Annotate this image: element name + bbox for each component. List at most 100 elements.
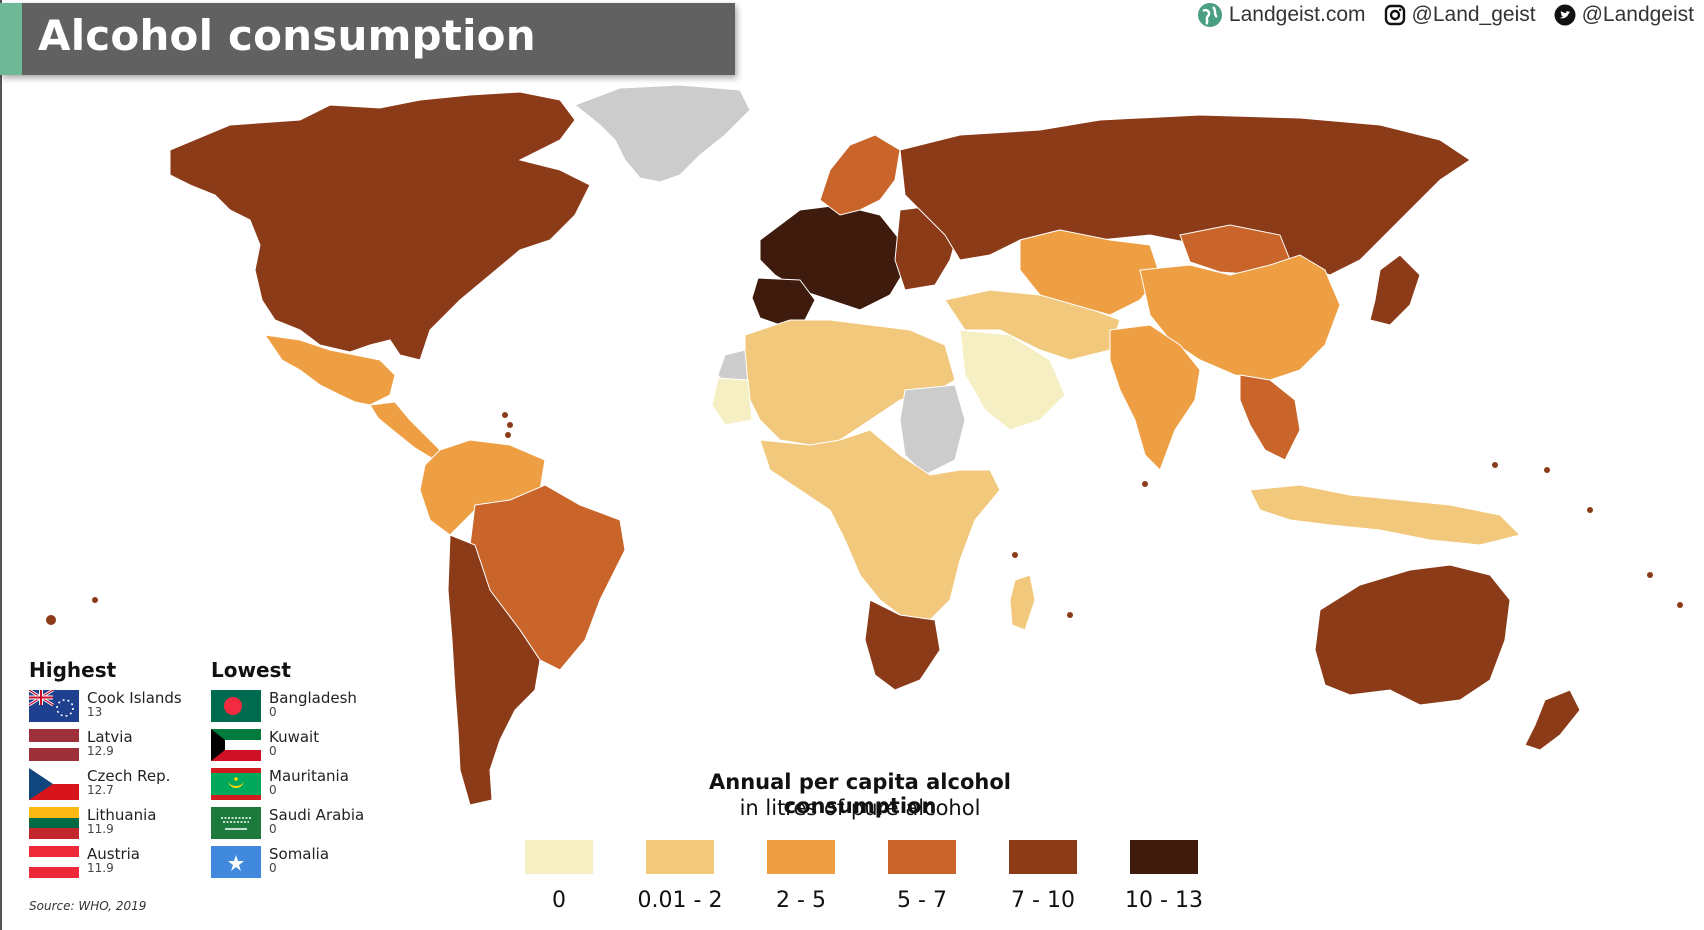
latvia-flag-icon [29,729,79,761]
instagram-handle: @Land_geist [1411,3,1536,26]
lowest-row: Bangladesh 0 [211,690,364,729]
island-dot [1492,462,1498,468]
legend-title: Annual per capita alcohol consumption [709,770,1011,818]
island-dot [92,597,98,603]
region-australia [1314,564,1511,706]
country-name: Austria [87,845,140,863]
country-name: Czech Rep. [87,767,171,785]
highest-heading: Highest [29,658,117,682]
region-arabia [959,329,1066,431]
lithuania-flag-icon [29,807,79,839]
island-dot [1587,507,1593,513]
country-name: Saudi Arabia [269,806,365,824]
legend-bin: 0.01 - 2 [638,840,722,913]
saudi-arabia-flag-icon [211,807,261,839]
legend-swatch [1130,840,1198,874]
bangladesh-flag-icon [211,690,261,722]
legend-bin: 0 [525,840,593,913]
country-value: 12.9 [87,744,114,758]
region-india [1109,324,1201,471]
region-indonesia [1249,484,1521,546]
highest-row: Austria 11.9 [29,846,182,885]
country-name: Mauritania [269,767,349,785]
legend-bin: 10 - 13 [1125,840,1203,913]
website-label: Landgeist.com [1228,3,1366,26]
legend-bin: 2 - 5 [767,840,835,913]
island-dot [502,412,508,418]
instagram-link[interactable]: @Land_geist [1384,3,1536,27]
country-value: 11.9 [87,822,114,836]
czech-flag-icon [29,768,79,800]
twitter-link[interactable]: @Landgeist [1554,3,1694,27]
region-north-america [169,91,591,361]
legend-swatch [767,840,835,874]
island-dot [505,432,511,438]
highest-row: Lithuania 11.9 [29,807,182,846]
instagram-icon [1384,4,1406,26]
lowest-row: Saudi Arabia 0 [211,807,364,846]
region-central-asia [1019,229,1161,316]
island-dot [507,422,513,428]
region-southern-cone [447,534,541,806]
region-russia [899,114,1471,276]
country-value: 0 [269,744,277,758]
lowest-row: Kuwait 0 [211,729,364,768]
region-mexico [263,334,396,406]
legend-swatch [525,840,593,874]
twitter-handle: @Landgeist [1581,3,1694,26]
island-dot [1677,602,1683,608]
country-name: Latvia [87,728,133,746]
page-title: Alcohol consumption [38,11,536,60]
region-central-america [369,401,446,461]
lowest-list: Lowest Bangladesh 0 Kuwait 0 Mauritania 0 Saud… [211,658,364,885]
legend-swatch [888,840,956,874]
lowest-row: Mauritania 0 [211,768,364,807]
country-name: Somalia [269,845,330,863]
country-name: Cook Islands [87,689,182,707]
country-value: 12.7 [87,783,114,797]
region-central-africa [759,429,1001,621]
somalia-flag-icon [211,846,261,878]
twitter-icon [1554,4,1576,26]
title-banner: Alcohol consumption [0,3,735,75]
legend-label: 10 - 13 [1125,888,1203,913]
website-link[interactable]: Landgeist.com [1197,2,1366,28]
lowest-heading: Lowest [211,658,291,682]
legend-swatches: 0 0.01 - 2 2 - 5 5 - 7 7 - 10 10 - 13 [525,840,1203,913]
country-value: 13 [87,705,103,719]
country-value: 0 [269,705,277,719]
region-scandinavia [819,134,901,216]
country-value: 0 [269,861,277,875]
page-left-border [0,0,2,930]
country-name: Lithuania [87,806,157,824]
legend-swatch [646,840,714,874]
mauritania-flag-icon [211,768,261,800]
austria-flag-icon [29,846,79,878]
globe-icon [1197,2,1223,28]
title-accent-bar [0,3,22,75]
region-madagascar [1009,574,1036,631]
island-dot [46,615,56,625]
country-value: 0 [269,783,277,797]
legend-subtitle: in litres of pure alcohol [739,796,981,820]
country-name: Kuwait [269,728,320,746]
kuwait-flag-icon [211,729,261,761]
lowest-row: Somalia 0 [211,846,364,885]
highest-row: Latvia 12.9 [29,729,182,768]
highest-list: Highest Cook Islands 13 Latvia 12.9 Czech Re… [29,658,182,885]
cook-islands-flag-icon [29,690,79,722]
region-southern-africa [864,599,941,691]
region-new-zealand [1524,689,1581,751]
island-dot [1544,467,1550,473]
country-value: 0 [269,822,277,836]
region-greenland [574,84,751,183]
country-name: Bangladesh [269,689,357,707]
country-value: 11.9 [87,861,114,875]
region-mauritania [711,377,753,426]
social-links: Landgeist.com @Land_geist @Landgeist [1197,2,1694,28]
legend-bin: 5 - 7 [888,840,956,913]
highest-row: Cook Islands 13 [29,690,182,729]
island-dot [1067,612,1073,618]
region-japan [1369,254,1421,326]
